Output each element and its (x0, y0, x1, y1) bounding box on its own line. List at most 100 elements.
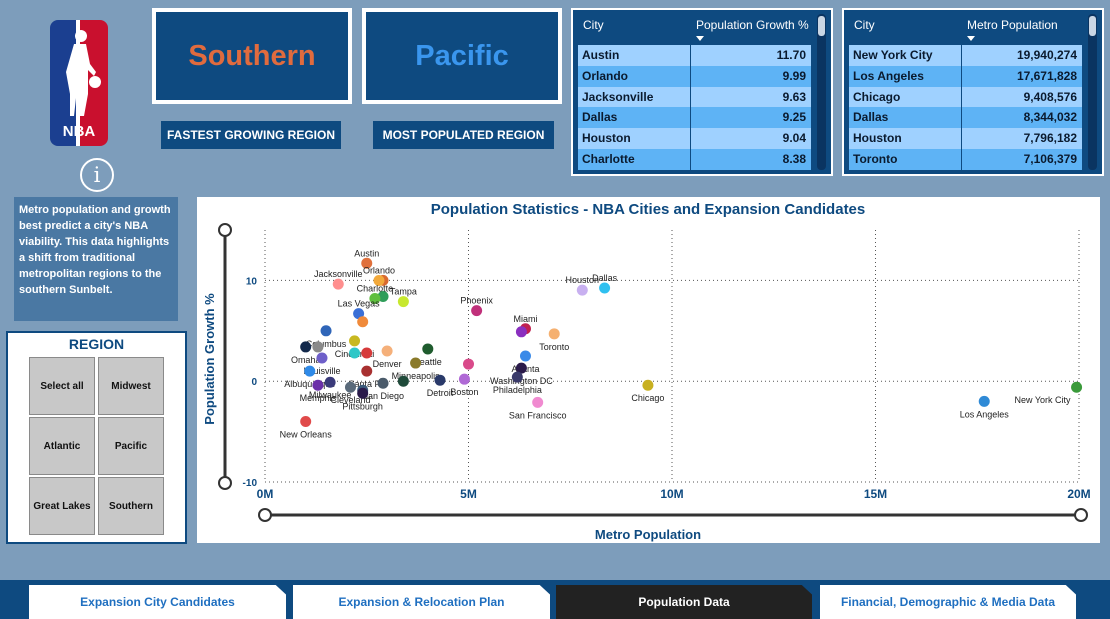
data-point[interactable] (642, 379, 654, 391)
data-point[interactable] (320, 325, 332, 337)
data-point-label: Milwaukee (309, 390, 352, 400)
data-point[interactable] (357, 316, 369, 328)
data-point-label: Dallas (592, 273, 618, 283)
data-point[interactable] (381, 345, 393, 357)
data-point[interactable] (369, 293, 381, 305)
table-row[interactable]: Houston 7,796,182 (849, 128, 1082, 149)
info-icon[interactable]: i (80, 158, 114, 192)
table-row[interactable]: New York City 19,940,274 (849, 45, 1082, 66)
table-row[interactable]: Dallas 9.25 (578, 107, 811, 129)
growth-table: City Population Growth % Austin 11.70 Orla… (571, 8, 833, 176)
column-header-city[interactable]: City (583, 18, 604, 32)
data-point[interactable] (344, 381, 356, 393)
tab-financial-demographic-media-data[interactable]: Financial, Demographic & Media Data (820, 585, 1076, 619)
data-point[interactable] (332, 278, 344, 290)
table-row[interactable]: Houston 9.04 (578, 128, 811, 149)
table-row[interactable]: Chicago 9,408,576 (849, 86, 1082, 108)
data-point-label: Seattle (414, 357, 442, 367)
data-point[interactable] (357, 387, 369, 399)
tab-expansion-relocation-plan[interactable]: Expansion & Relocation Plan (293, 585, 550, 619)
x-tick-label: 0M (257, 487, 274, 501)
region-button-select-all[interactable]: Select all (29, 357, 95, 415)
data-point[interactable] (312, 379, 324, 391)
table-cell-value: 9.04 (782, 131, 806, 146)
data-point-label: Pittsburgh (342, 401, 383, 411)
data-point[interactable] (599, 282, 611, 294)
data-point-label: Santa Fe (348, 379, 385, 389)
x-tick-label: 10M (660, 487, 683, 501)
data-point[interactable] (1071, 381, 1083, 393)
tab-expansion-city-candidates[interactable]: Expansion City Candidates (29, 585, 286, 619)
data-point-label: Los Angeles (960, 409, 1010, 419)
data-point[interactable] (434, 374, 446, 386)
table-row[interactable]: Austin 11.70 (578, 45, 811, 66)
data-point[interactable] (304, 365, 316, 377)
data-point[interactable] (316, 352, 328, 364)
data-point[interactable] (471, 305, 483, 317)
scroll-thumb[interactable] (1089, 16, 1096, 36)
data-point-label: Austin (354, 248, 379, 258)
region-button-great-lakes[interactable]: Great Lakes (29, 477, 95, 535)
data-point[interactable] (300, 341, 312, 353)
data-point[interactable] (361, 257, 373, 269)
table-body: New York City 19,940,274 Los Angeles 17,671… (849, 45, 1082, 170)
y-zoom-handle-top[interactable] (218, 223, 232, 237)
table-scrollbar[interactable] (1088, 14, 1097, 170)
table-cell-city: New York City (849, 45, 962, 66)
data-point-label: Memphis (300, 393, 337, 403)
region-button-pacific[interactable]: Pacific (98, 417, 164, 475)
table-cell-city: Jacksonville (578, 86, 691, 108)
table-row[interactable]: Jacksonville 9.63 (578, 86, 811, 108)
region-button-midwest[interactable]: Midwest (98, 357, 164, 415)
data-point[interactable] (397, 296, 409, 308)
data-point[interactable] (410, 357, 422, 369)
data-point[interactable] (978, 395, 990, 407)
data-point[interactable] (532, 396, 544, 408)
x-zoom-handle-left[interactable] (258, 508, 272, 522)
data-point[interactable] (361, 365, 373, 377)
data-point[interactable] (349, 335, 361, 347)
table-row[interactable]: Dallas 8,344,032 (849, 107, 1082, 129)
data-point[interactable] (397, 375, 409, 387)
tab-population-data[interactable]: Population Data (556, 585, 812, 619)
data-point-label: Boston (450, 387, 478, 397)
sort-down-icon (967, 36, 975, 41)
column-header-population-growth[interactable]: Population Growth % (696, 18, 809, 41)
data-point[interactable] (515, 362, 527, 374)
region-button-southern[interactable]: Southern (98, 477, 164, 535)
region-button-atlantic[interactable]: Atlantic (29, 417, 95, 475)
region-slicer: REGION Select all Midwest Atlantic Pacif… (6, 331, 187, 544)
data-point[interactable] (515, 326, 527, 338)
data-point[interactable] (519, 350, 531, 362)
column-header-metro-population[interactable]: Metro Population (967, 18, 1058, 41)
column-header-city[interactable]: City (854, 18, 875, 32)
table-row[interactable]: Charlotte 8.38 (578, 148, 811, 170)
table-cell-city: Dallas (578, 107, 691, 129)
data-point[interactable] (422, 343, 434, 355)
data-point[interactable] (324, 376, 336, 388)
scroll-thumb[interactable] (818, 16, 825, 36)
data-point[interactable] (463, 358, 474, 370)
data-point[interactable] (576, 284, 588, 296)
data-point[interactable] (349, 347, 361, 359)
data-point[interactable] (548, 328, 560, 340)
x-tick-label: 5M (460, 487, 477, 501)
data-point[interactable] (373, 275, 385, 287)
table-cell-city: Austin (578, 45, 691, 66)
table-cell-city: Los Angeles (849, 65, 962, 87)
nba-logo: NBA (50, 20, 108, 148)
table-row[interactable]: Los Angeles 17,671,828 (849, 65, 1082, 87)
data-point-label: Miami (513, 314, 537, 324)
data-point[interactable] (312, 341, 324, 353)
table-cell-value: 9.63 (782, 89, 806, 104)
y-zoom-handle-bottom[interactable] (218, 476, 232, 490)
table-scrollbar[interactable] (817, 14, 826, 170)
data-point[interactable] (300, 416, 312, 428)
data-point[interactable] (458, 373, 470, 385)
data-point[interactable] (377, 377, 389, 389)
table-row[interactable]: Toronto 7,106,379 (849, 148, 1082, 170)
x-zoom-handle-right[interactable] (1074, 508, 1088, 522)
data-point[interactable] (361, 347, 373, 359)
data-point[interactable] (511, 371, 523, 383)
table-row[interactable]: Orlando 9.99 (578, 65, 811, 87)
